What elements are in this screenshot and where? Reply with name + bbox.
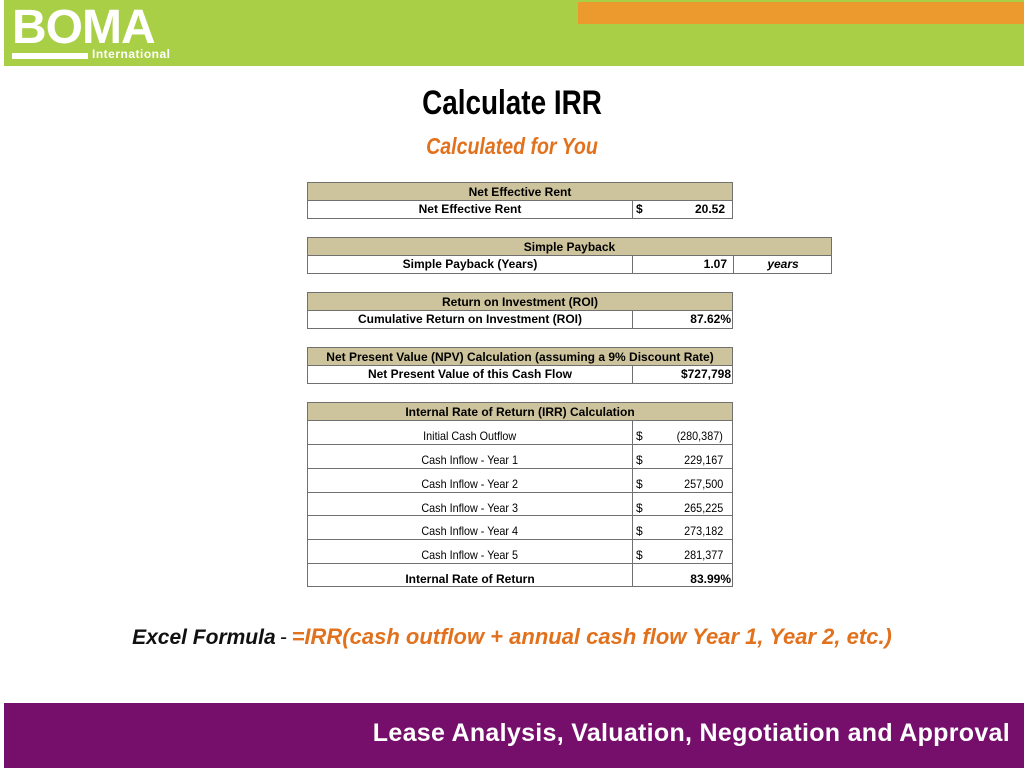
slide-title: Calculate IRR bbox=[422, 84, 602, 122]
row-label: Net Present Value of this Cash Flow bbox=[308, 366, 633, 383]
logo-subtitle: International bbox=[92, 47, 171, 61]
table-header: Simple Payback bbox=[307, 237, 832, 256]
unit-label: years bbox=[733, 256, 832, 273]
table-row: Cash Inflow - Year 1 $ 229,167 bbox=[307, 445, 733, 469]
value-text: 257,500 bbox=[683, 477, 723, 491]
currency-symbol: $ bbox=[636, 477, 643, 491]
table-header: Internal Rate of Return (IRR) Calculatio… bbox=[307, 402, 733, 421]
row-label: Initial Cash Outflow bbox=[308, 421, 633, 444]
footer-title: Lease Analysis, Valuation, Negotiation a… bbox=[372, 719, 1010, 747]
row-value: $ 257,500 bbox=[633, 469, 733, 492]
row-value: 1.07 bbox=[703, 257, 727, 271]
row-value: $ 265,225 bbox=[633, 493, 733, 515]
row-label: Cash Inflow - Year 4 bbox=[308, 516, 633, 539]
irr-result-row: Internal Rate of Return 83.99% bbox=[307, 564, 733, 587]
table-row: Net Effective Rent $ 20.52 bbox=[307, 201, 733, 219]
row-label: Cash Inflow - Year 3 bbox=[308, 493, 633, 515]
row-label: Cash Inflow - Year 1 bbox=[308, 445, 633, 468]
header-accent-bar bbox=[578, 2, 1024, 24]
row-label: Cash Inflow - Year 2 bbox=[308, 469, 633, 492]
row-value: $ 281,377 bbox=[633, 540, 733, 563]
slide-subtitle: Calculated for You bbox=[426, 133, 598, 159]
table-row: Simple Payback (Years) 1.07 years bbox=[307, 256, 832, 274]
boma-logo: BOMA International bbox=[12, 1, 184, 61]
row-label: Net Effective Rent bbox=[308, 201, 633, 218]
currency-symbol: $ bbox=[636, 429, 643, 443]
table-row: Cash Inflow - Year 4 $ 273,182 bbox=[307, 516, 733, 540]
row-value: $ 273,182 bbox=[633, 516, 733, 539]
logo-wordmark: BOMA bbox=[12, 1, 156, 54]
currency-symbol: $ bbox=[636, 548, 643, 562]
table-header: Return on Investment (ROI) bbox=[307, 292, 733, 311]
formula-expression: =IRR(cash outflow + annual cash flow Yea… bbox=[291, 624, 892, 649]
table-row: Net Present Value of this Cash Flow $727… bbox=[307, 366, 733, 384]
currency-symbol: $ bbox=[636, 202, 643, 216]
formula-dash: - bbox=[280, 626, 288, 649]
row-label: Cumulative Return on Investment (ROI) bbox=[308, 311, 633, 328]
row-value: 83.99% bbox=[690, 572, 731, 586]
value-text: (280,387) bbox=[676, 429, 723, 443]
currency-symbol: $ bbox=[636, 524, 643, 538]
value-text: 20.52 bbox=[694, 202, 725, 216]
table-row: Cumulative Return on Investment (ROI) 87… bbox=[307, 311, 733, 329]
value-text: 265,225 bbox=[683, 501, 723, 515]
row-value: $ 229,167 bbox=[633, 445, 733, 468]
row-value: 87.62% bbox=[690, 312, 731, 326]
row-value: $ 20.52 bbox=[633, 201, 733, 218]
table-header: Net Effective Rent bbox=[307, 182, 733, 201]
logo-underline bbox=[12, 53, 88, 59]
excel-formula-line: Excel Formula - =IRR(cash outflow + annu… bbox=[0, 624, 1024, 650]
currency-symbol: $ bbox=[636, 453, 643, 467]
table-header: Net Present Value (NPV) Calculation (ass… bbox=[307, 347, 733, 366]
table-row: Cash Inflow - Year 3 $ 265,225 bbox=[307, 493, 733, 516]
footer-band: Lease Analysis, Valuation, Negotiation a… bbox=[4, 703, 1024, 768]
currency-symbol: $ bbox=[636, 501, 643, 515]
value-text: 229,167 bbox=[683, 453, 723, 467]
formula-label: Excel Formula bbox=[132, 626, 276, 649]
row-label: Simple Payback (Years) bbox=[308, 256, 633, 273]
row-label: Internal Rate of Return bbox=[308, 564, 633, 586]
value-text: 281,377 bbox=[683, 548, 723, 562]
row-value: $727,798 bbox=[680, 367, 731, 381]
row-label: Cash Inflow - Year 5 bbox=[308, 540, 633, 563]
table-row: Cash Inflow - Year 5 $ 281,377 bbox=[307, 540, 733, 564]
value-text: 273,182 bbox=[683, 524, 723, 538]
row-value: $ (280,387) bbox=[633, 421, 733, 444]
table-row: Cash Inflow - Year 2 $ 257,500 bbox=[307, 469, 733, 493]
table-row: Initial Cash Outflow $ (280,387) bbox=[307, 421, 733, 445]
